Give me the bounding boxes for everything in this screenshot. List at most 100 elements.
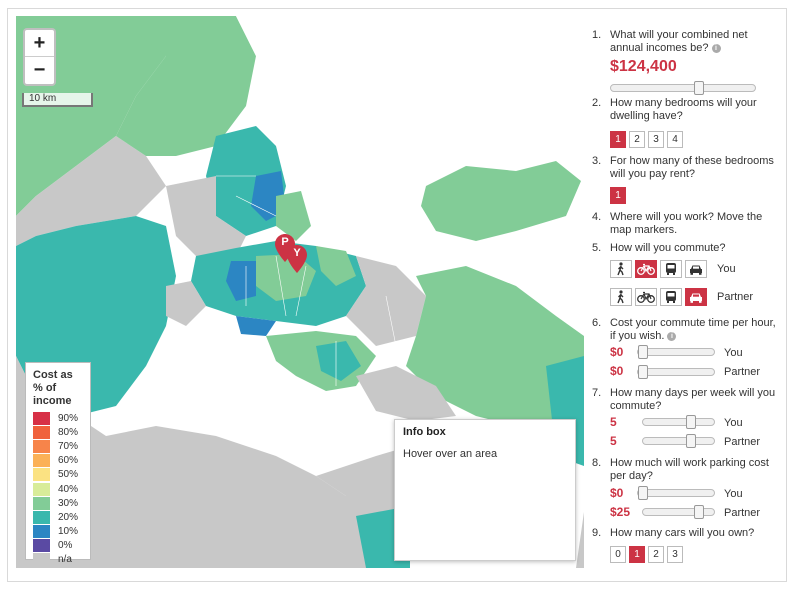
cars-option-3[interactable]: 3	[667, 546, 683, 563]
legend-label: 70%	[58, 440, 79, 452]
question-number: 9.	[592, 527, 602, 539]
zoom-out-button[interactable]: −	[33, 59, 46, 81]
question-number: 6.	[592, 317, 602, 329]
slider-handle[interactable]	[638, 365, 648, 379]
legend-items: 90% 80% 70% 60% 50% 40% 30% 20% 10% 0% n/a	[33, 411, 83, 567]
map-region[interactable]	[316, 341, 361, 381]
commute-days-you-slider[interactable]	[642, 415, 715, 429]
info-box: Info box Hover over an area	[394, 419, 576, 561]
question-text: For how many of these bedrooms will you …	[610, 155, 774, 180]
info-icon[interactable]: i	[667, 332, 677, 341]
question-number: 7.	[592, 387, 602, 399]
map-region[interactable]	[356, 366, 456, 421]
walk-icon	[614, 290, 628, 304]
you-walk-button[interactable]	[610, 260, 632, 278]
legend-label: 80%	[58, 426, 79, 438]
car-icon	[689, 291, 703, 303]
slider-handle[interactable]	[638, 486, 648, 500]
commute-cost-you-slider[interactable]	[637, 345, 715, 359]
income-slider[interactable]	[610, 81, 756, 95]
map-region[interactable]	[276, 191, 311, 241]
legend-swatch	[33, 454, 50, 468]
partner-bus-button[interactable]	[660, 288, 682, 306]
legend-label: 10%	[58, 526, 79, 538]
map-region[interactable]	[166, 176, 246, 256]
map-region[interactable]	[236, 316, 276, 336]
map-region[interactable]	[106, 426, 346, 568]
question-number: 5.	[592, 242, 602, 254]
legend-label: 20%	[58, 511, 79, 523]
legend-item: n/a	[33, 553, 83, 567]
income-value: $124,400	[610, 58, 677, 75]
commute-days-you-value: 5	[610, 415, 617, 429]
legend-label: 90%	[58, 412, 79, 424]
map-legend: Cost as % of income 90% 80% 70% 60% 50% 40% 30…	[25, 362, 91, 567]
question-number: 2.	[592, 97, 602, 109]
question-number: 8.	[592, 457, 602, 469]
commute-cost-you-value: $0	[610, 345, 624, 359]
question-text: How many bedrooms will your dwelling hav…	[610, 97, 757, 122]
you-car-button[interactable]	[685, 260, 707, 278]
bedrooms-option-4[interactable]: 4	[667, 131, 683, 148]
slider-handle[interactable]	[638, 345, 648, 359]
you-label: You	[717, 263, 736, 275]
partner-walk-button[interactable]	[610, 288, 632, 306]
question-number: 3.	[592, 155, 602, 167]
slider-handle[interactable]	[686, 434, 696, 448]
map-region[interactable]	[316, 246, 356, 286]
bedrooms-option-3[interactable]: 3	[648, 131, 664, 148]
rent-bedrooms-selector: 1	[610, 187, 626, 204]
bike-icon	[637, 291, 655, 303]
commute-days-partner-slider[interactable]	[642, 434, 715, 448]
bedrooms-option-1[interactable]: 1	[610, 131, 626, 148]
cars-option-1[interactable]: 1	[629, 546, 645, 563]
map-region[interactable]	[116, 16, 256, 156]
legend-swatch	[33, 525, 50, 539]
legend-label: 50%	[58, 469, 79, 481]
slider-handle[interactable]	[686, 415, 696, 429]
parking-cost-you-value: $0	[610, 486, 624, 500]
question-commute: 5. How will you commute?	[592, 242, 777, 255]
bus-icon	[665, 262, 677, 276]
info-icon[interactable]: i	[711, 44, 721, 53]
you-bike-button[interactable]	[635, 260, 657, 278]
commute-cost-partner-slider[interactable]	[637, 365, 715, 379]
slider-handle[interactable]	[694, 505, 704, 519]
map-region[interactable]	[166, 281, 206, 326]
you-bus-button[interactable]	[660, 260, 682, 278]
bus-icon	[665, 290, 677, 304]
commute-days-partner-value: 5	[610, 434, 617, 448]
parking-cost-you-slider[interactable]	[637, 486, 715, 500]
partner-car-button[interactable]	[685, 288, 707, 306]
work-marker-you[interactable]: Y	[287, 245, 307, 273]
rent-bedrooms-option-1[interactable]: 1	[610, 187, 626, 204]
zoom-in-button[interactable]: +	[25, 30, 54, 57]
bedrooms-option-2[interactable]: 2	[629, 131, 645, 148]
partner-bike-button[interactable]	[635, 288, 657, 306]
question-work-location: 4. Where will you work? Move the map mar…	[592, 211, 777, 237]
info-box-title: Info box	[403, 426, 446, 438]
map-region[interactable]	[576, 456, 584, 568]
map-region[interactable]	[16, 136, 166, 246]
map-region[interactable]	[421, 161, 581, 241]
legend-item: 90%	[33, 411, 83, 425]
map-region	[236, 16, 286, 76]
parking-cost-partner-value: $25	[610, 505, 631, 519]
legend-label: 30%	[58, 497, 79, 509]
legend-item: 10%	[33, 525, 83, 539]
question-bedrooms: 2. How many bedrooms will your dwelling …	[592, 97, 777, 123]
slider-handle[interactable]	[694, 81, 704, 95]
question-text: How will you commute?	[610, 242, 726, 254]
legend-item: 60%	[33, 454, 83, 468]
parking-cost-partner-slider[interactable]	[642, 505, 715, 519]
legend-swatch	[33, 539, 50, 553]
map-region[interactable]	[406, 266, 584, 446]
map-region[interactable]	[226, 261, 256, 301]
legend-swatch	[33, 482, 50, 496]
map-scale-bar: 10 km	[22, 93, 93, 107]
cars-option-0[interactable]: 0	[610, 546, 626, 563]
legend-swatch	[33, 425, 50, 439]
legend-label: 60%	[58, 455, 79, 467]
map-region[interactable]	[346, 256, 426, 346]
cars-option-2[interactable]: 2	[648, 546, 664, 563]
